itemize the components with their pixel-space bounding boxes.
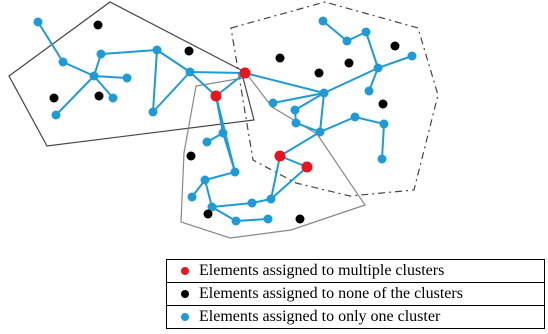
node-single xyxy=(379,119,389,129)
node-single xyxy=(268,98,278,108)
cluster-edge xyxy=(365,31,379,69)
cluster-edge xyxy=(323,67,379,94)
node-single xyxy=(342,36,352,46)
node-single xyxy=(361,27,371,37)
node-multiple xyxy=(210,90,222,102)
node-single xyxy=(364,86,374,96)
node-single xyxy=(89,71,99,81)
legend-label-none: Elements assigned to none of the cluster… xyxy=(199,285,463,302)
node-single xyxy=(152,45,162,55)
legend-row-single: Elements assigned to only one cluster xyxy=(167,305,544,328)
node-single xyxy=(58,57,68,67)
node-single xyxy=(230,167,240,177)
cluster-edge xyxy=(322,20,348,42)
red-dot-icon xyxy=(181,267,189,275)
node-single xyxy=(51,110,61,120)
node-single xyxy=(231,216,241,226)
cluster-edge xyxy=(55,75,95,116)
cluster-edge xyxy=(152,71,191,113)
legend: Elements assigned to multiple clusters E… xyxy=(166,259,545,329)
cluster-edge xyxy=(189,71,246,74)
cluster-edge xyxy=(37,21,64,63)
cluster-edge xyxy=(204,179,213,208)
cluster-edge xyxy=(152,49,158,113)
node-single xyxy=(187,192,197,202)
node-single xyxy=(319,88,329,98)
node-single xyxy=(185,67,195,77)
cluster-edge xyxy=(319,116,356,133)
node-single xyxy=(33,17,43,27)
node-none xyxy=(186,151,196,161)
cluster-edge xyxy=(270,155,281,200)
node-single xyxy=(377,154,387,164)
node-none xyxy=(203,209,213,219)
node-single xyxy=(200,175,210,185)
node-none xyxy=(344,58,354,68)
node-single xyxy=(350,112,360,122)
node-single xyxy=(202,137,212,147)
legend-row-none: Elements assigned to none of the cluster… xyxy=(167,282,544,305)
cluster-edge xyxy=(93,75,114,99)
node-single xyxy=(122,73,132,83)
cluster-edge xyxy=(279,131,321,157)
node-multiple xyxy=(301,161,313,173)
node-single xyxy=(108,93,118,103)
node-none xyxy=(184,46,194,56)
node-single xyxy=(207,202,217,212)
cluster-edge xyxy=(156,49,191,73)
cluster-edge xyxy=(204,171,236,181)
node-multiple xyxy=(274,150,286,162)
cluster-edge xyxy=(215,72,246,97)
cluster-edge xyxy=(244,72,325,94)
cluster-nodes xyxy=(33,16,417,226)
legend-label-multiple: Elements assigned to multiple clusters xyxy=(199,262,445,279)
node-single xyxy=(247,198,257,208)
black-dot-icon xyxy=(181,290,189,298)
node-single xyxy=(263,214,273,224)
node-none xyxy=(390,41,400,51)
node-single xyxy=(315,127,325,137)
cluster-edge xyxy=(62,61,95,77)
cluster-edge xyxy=(270,166,308,200)
legend-row-multiple: Elements assigned to multiple clusters xyxy=(167,260,544,282)
node-single xyxy=(291,118,301,128)
cluster-edge xyxy=(354,116,385,125)
cluster-region-right xyxy=(230,1,439,197)
node-multiple xyxy=(239,67,251,79)
node-none xyxy=(275,53,285,63)
node-none xyxy=(314,68,324,78)
cluster-edge xyxy=(93,75,128,79)
node-none xyxy=(378,99,388,109)
cluster-region-bottom xyxy=(180,76,366,239)
cluster-region-left xyxy=(8,1,255,147)
node-none xyxy=(93,20,103,30)
node-single xyxy=(218,128,228,138)
cluster-edge xyxy=(100,49,158,55)
node-none xyxy=(49,93,59,103)
cluster-edge xyxy=(272,92,325,104)
node-single xyxy=(266,194,276,204)
node-single xyxy=(290,105,300,115)
blue-dot-icon xyxy=(181,313,189,321)
cluster-edge xyxy=(377,55,413,69)
cluster-edge xyxy=(235,218,269,222)
cluster-edge xyxy=(211,202,253,208)
legend-label-single: Elements assigned to only one cluster xyxy=(199,308,441,325)
cluster-edge xyxy=(381,123,385,160)
node-single xyxy=(148,107,158,117)
cluster-edge xyxy=(211,206,237,222)
node-single xyxy=(373,63,383,73)
cluster-regions xyxy=(8,1,439,239)
node-single xyxy=(407,51,417,61)
cluster-edge xyxy=(189,71,217,97)
node-single xyxy=(96,49,106,59)
cluster-edge xyxy=(294,92,325,111)
node-none xyxy=(94,91,104,101)
cluster-edge xyxy=(319,92,325,133)
node-single xyxy=(318,16,328,26)
node-none xyxy=(295,214,305,224)
